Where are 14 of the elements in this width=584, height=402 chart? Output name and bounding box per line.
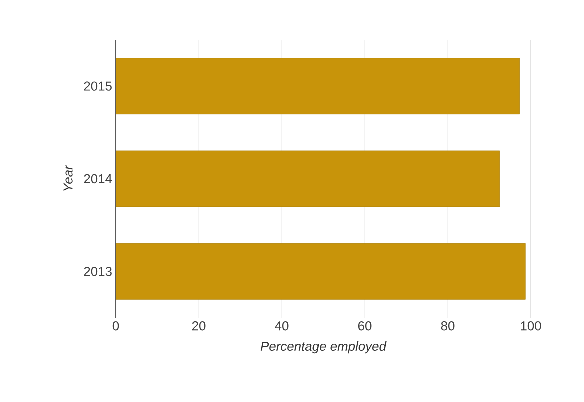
bar xyxy=(116,150,500,208)
x-tick-label: 100 xyxy=(521,322,542,331)
x-tick-label: 40 xyxy=(275,322,289,331)
x-tick-label: 0 xyxy=(112,322,120,331)
x-tick-label: 20 xyxy=(192,322,206,331)
y-tick-label: 2014 xyxy=(84,174,112,184)
y-tick-label: 2015 xyxy=(84,82,112,91)
y-tick-label: 2013 xyxy=(84,267,112,276)
bar xyxy=(116,243,526,300)
x-tick-label: 60 xyxy=(358,322,372,331)
x-axis-title: Percentage employed xyxy=(260,342,387,354)
bar xyxy=(116,58,520,115)
y-axis-title: Year xyxy=(64,165,73,191)
x-tick-label: 80 xyxy=(441,322,455,331)
